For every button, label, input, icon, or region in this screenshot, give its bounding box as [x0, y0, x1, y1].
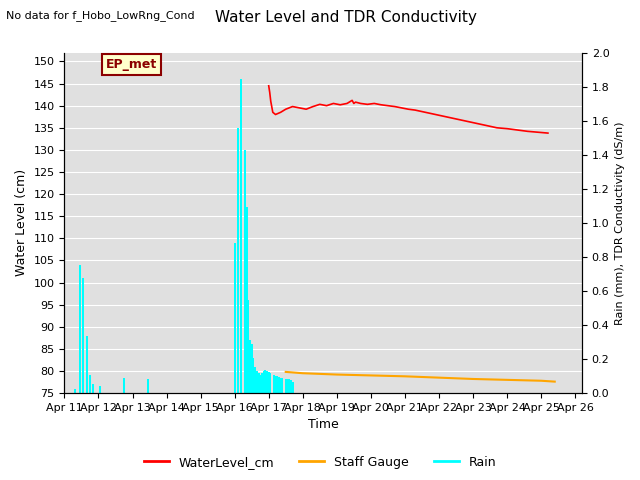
Bar: [261, 373, 263, 393]
Bar: [89, 375, 91, 393]
Bar: [292, 382, 294, 393]
Bar: [256, 371, 258, 393]
Bar: [251, 345, 253, 393]
Bar: [147, 379, 149, 393]
Bar: [282, 378, 284, 393]
Bar: [288, 379, 290, 393]
Bar: [99, 386, 101, 393]
Y-axis label: Rain (mm), TDR Conductivity (dS/m): Rain (mm), TDR Conductivity (dS/m): [615, 121, 625, 324]
Legend: WaterLevel_cm, Staff Gauge, Rain: WaterLevel_cm, Staff Gauge, Rain: [138, 451, 502, 474]
Bar: [268, 372, 269, 393]
Bar: [273, 375, 275, 393]
Bar: [86, 336, 88, 393]
Bar: [276, 376, 278, 393]
Y-axis label: Water Level (cm): Water Level (cm): [15, 169, 28, 276]
Bar: [266, 371, 268, 393]
Bar: [278, 377, 280, 393]
Bar: [280, 378, 282, 393]
Bar: [264, 370, 266, 393]
Bar: [246, 207, 248, 393]
Bar: [244, 150, 246, 393]
Bar: [287, 379, 289, 393]
Bar: [254, 367, 256, 393]
X-axis label: Time: Time: [308, 419, 339, 432]
Bar: [92, 384, 94, 393]
Bar: [285, 379, 287, 393]
Text: EP_met: EP_met: [106, 58, 157, 71]
Bar: [237, 128, 239, 393]
Bar: [241, 79, 243, 393]
Bar: [257, 373, 259, 393]
Bar: [74, 389, 76, 393]
Bar: [290, 380, 292, 393]
Bar: [262, 371, 264, 393]
Text: No data for f_Hobo_LowRng_Cond: No data for f_Hobo_LowRng_Cond: [6, 10, 195, 21]
Bar: [252, 358, 255, 393]
Bar: [79, 265, 81, 393]
Bar: [82, 278, 84, 393]
Bar: [259, 374, 261, 393]
Bar: [249, 340, 251, 393]
Bar: [269, 373, 271, 393]
Bar: [247, 300, 250, 393]
Bar: [234, 243, 236, 393]
Bar: [275, 376, 276, 393]
Bar: [123, 378, 125, 393]
Text: Water Level and TDR Conductivity: Water Level and TDR Conductivity: [214, 10, 477, 24]
